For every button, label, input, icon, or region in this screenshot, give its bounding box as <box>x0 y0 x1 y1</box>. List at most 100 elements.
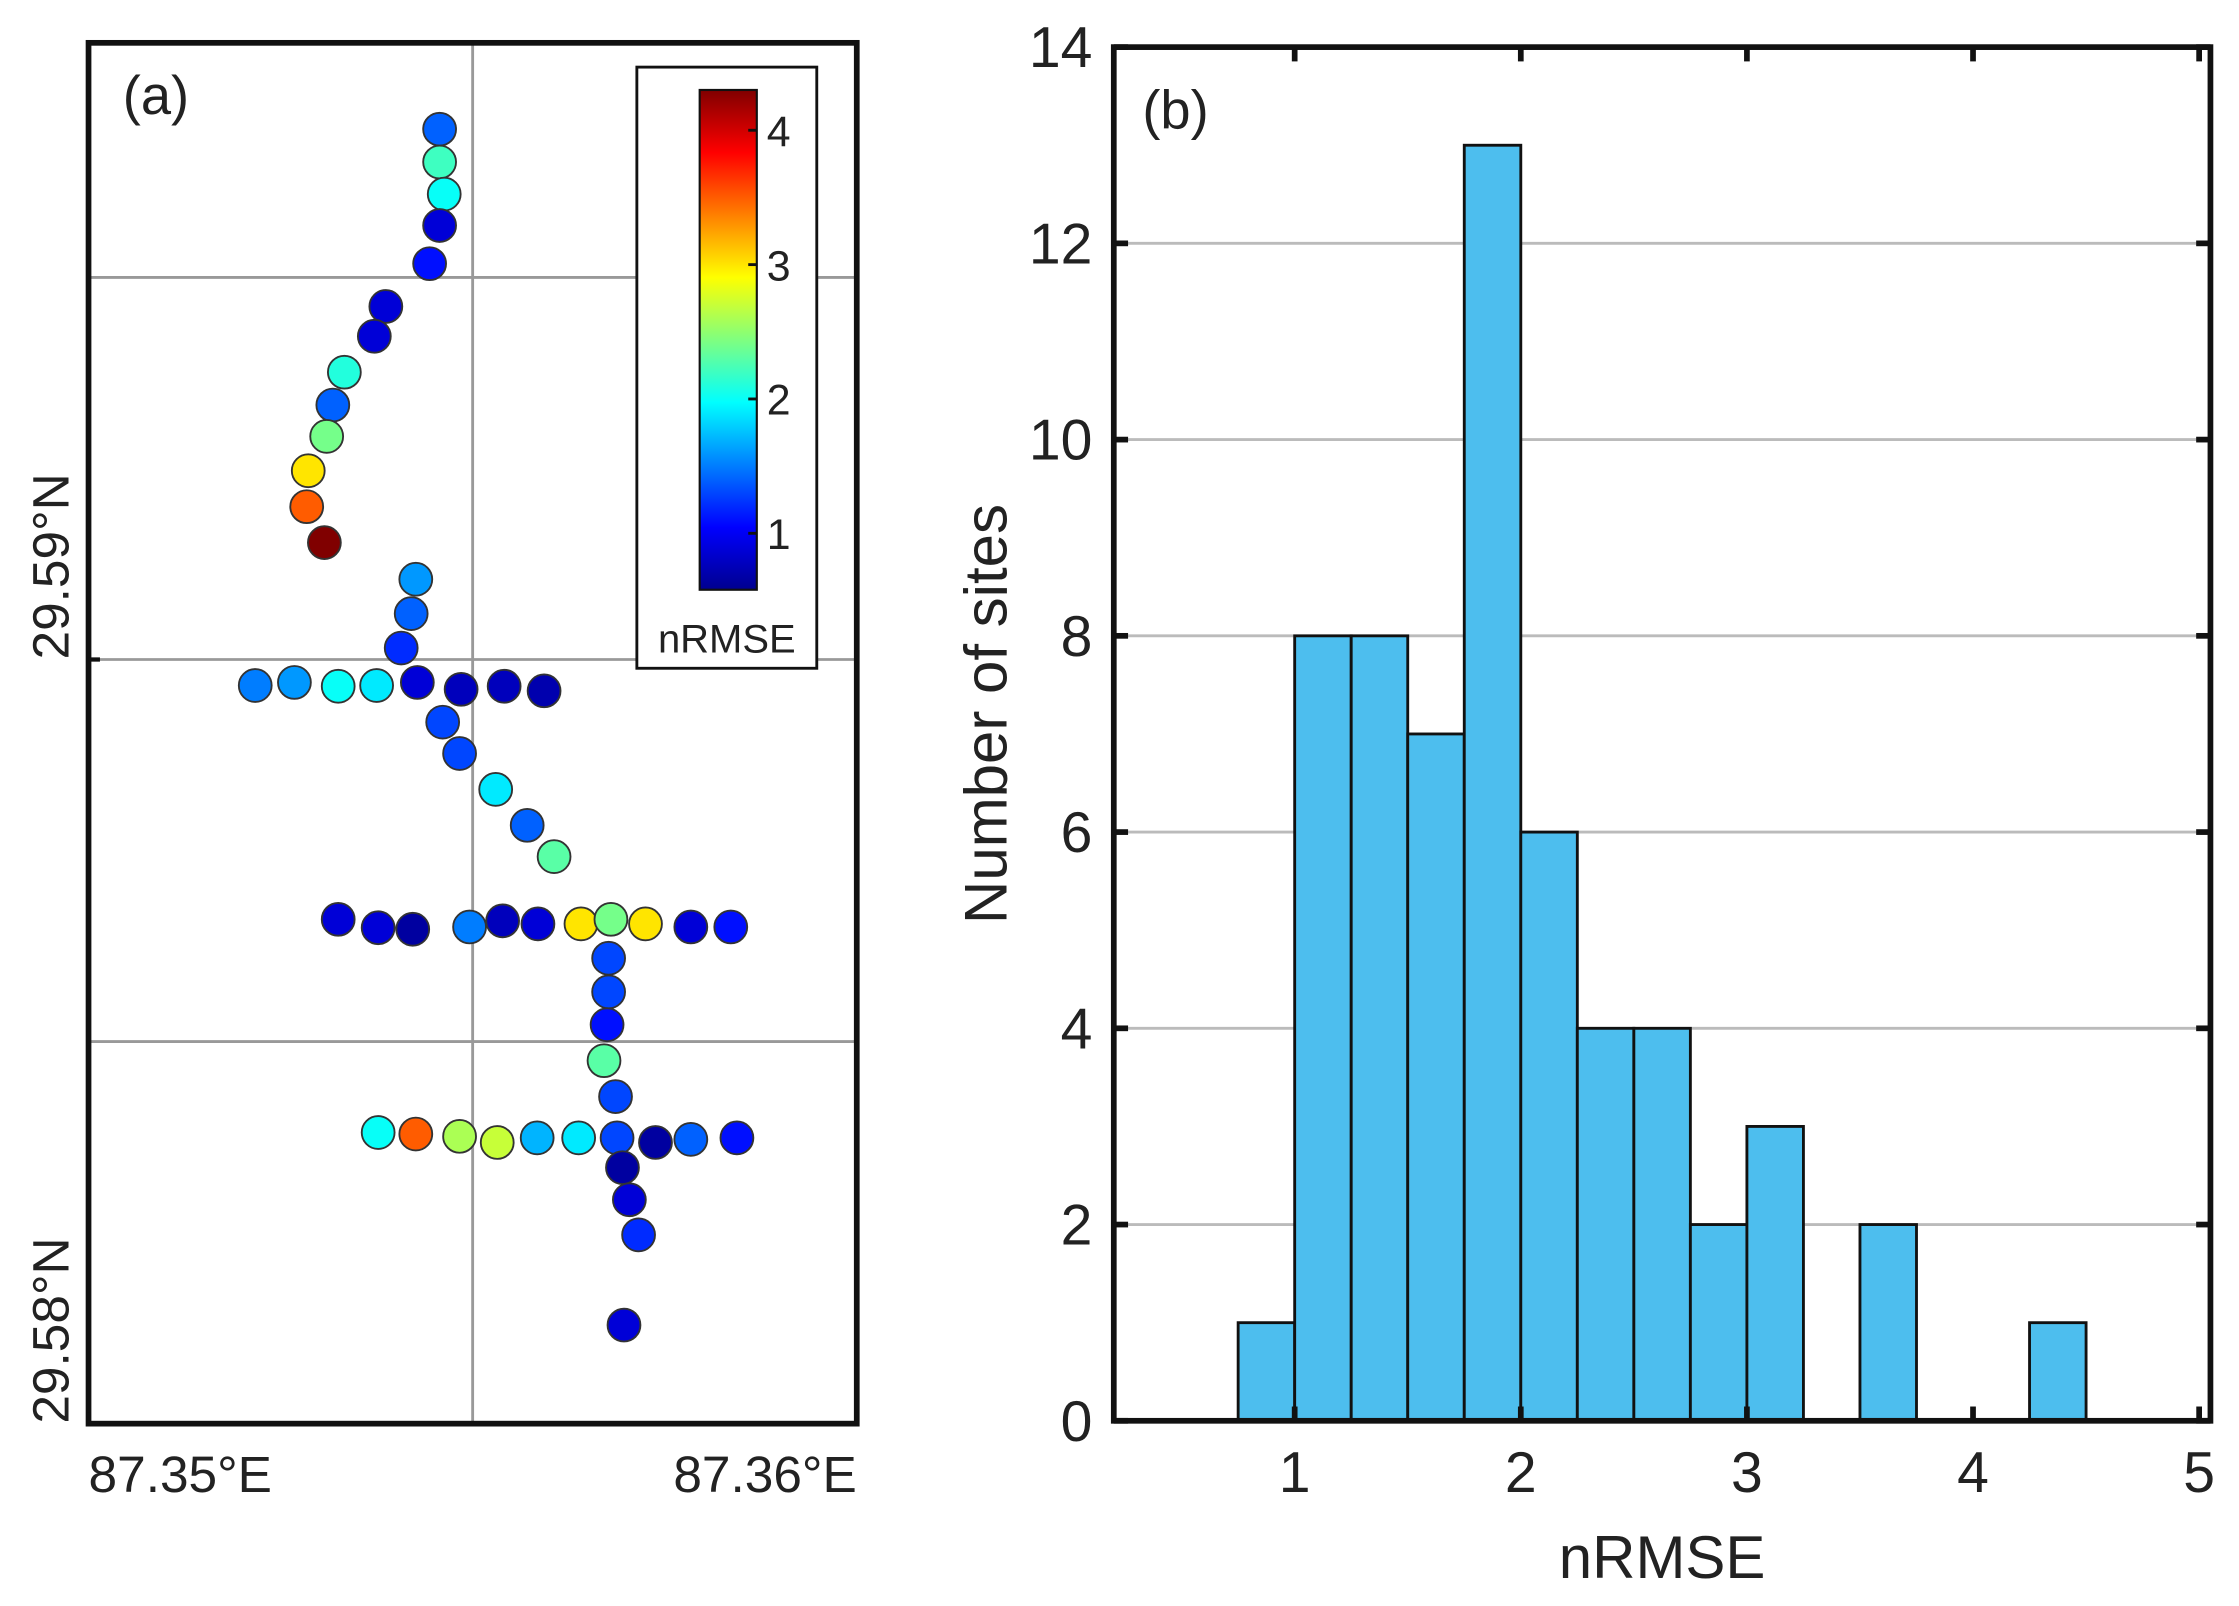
site-point <box>563 906 599 942</box>
site-point <box>442 1118 477 1154</box>
y-tick-label: 8 <box>1061 605 1093 669</box>
axes-frame <box>1110 44 2214 1424</box>
site-point <box>485 903 520 939</box>
site-point <box>315 387 351 423</box>
site-point <box>359 668 394 703</box>
site-point <box>509 807 545 843</box>
histogram-bar <box>1462 143 1523 1423</box>
y-tick-label: 0 <box>1061 1390 1093 1454</box>
x-tick-label: 5 <box>2183 1441 2215 1505</box>
site-point <box>526 673 562 709</box>
x-tick-label: 87.35°E <box>89 1445 272 1503</box>
site-point <box>320 668 356 704</box>
histogram-bar <box>1236 1321 1297 1423</box>
site-point <box>327 354 362 390</box>
site-point <box>395 911 431 947</box>
site-point <box>452 909 487 945</box>
histogram-bar <box>1858 1223 1918 1423</box>
site-point <box>398 561 434 597</box>
site-point <box>422 144 457 180</box>
site-point <box>591 940 626 976</box>
x-tick-label: 3 <box>1731 1441 1763 1505</box>
x-axis-label: nRMSE <box>1559 1524 1766 1591</box>
site-point <box>442 736 477 771</box>
site-point <box>478 772 514 807</box>
y-axis-label: Number of sites <box>953 504 1020 924</box>
x-tick-label: 2 <box>1505 1441 1537 1505</box>
site-point <box>719 1120 755 1156</box>
site-point <box>277 665 312 700</box>
site-point <box>398 1116 434 1152</box>
site-point <box>605 1150 640 1186</box>
site-point <box>638 1125 673 1160</box>
site-point <box>426 176 462 212</box>
site-point <box>393 596 429 632</box>
y-tick-label: 10 <box>1029 409 1093 473</box>
histogram-bar <box>1293 634 1353 1423</box>
site-point <box>586 1043 622 1079</box>
site-point <box>713 909 749 945</box>
site-point <box>673 1122 709 1157</box>
site-point <box>360 1115 396 1150</box>
site-point <box>422 111 457 147</box>
colorbar-tick-label: 4 <box>767 108 791 156</box>
colorbar-label: nRMSE <box>658 618 796 662</box>
colorbar <box>698 88 758 591</box>
site-point <box>479 1125 515 1160</box>
site-point <box>561 1120 597 1156</box>
site-point <box>356 318 392 354</box>
colorbar-tick-label: 3 <box>767 242 791 290</box>
y-tick-label: 4 <box>1061 997 1093 1061</box>
site-point <box>598 1079 633 1114</box>
site-point <box>289 489 325 525</box>
histogram-bar <box>1632 1026 1692 1423</box>
x-tick-label: 1 <box>1279 1441 1311 1505</box>
site-point <box>425 704 461 740</box>
y-tick-label: 6 <box>1061 801 1093 865</box>
axes-frame <box>85 39 860 1427</box>
site-point <box>320 901 356 937</box>
site-point <box>520 906 556 942</box>
y-tick-label: 29.59°N <box>22 473 80 659</box>
site-point <box>368 289 404 324</box>
panel-label: (a) <box>123 66 189 126</box>
site-point <box>307 525 342 560</box>
site-point <box>621 1217 656 1253</box>
site-point <box>589 1007 625 1043</box>
site-point <box>519 1120 555 1156</box>
site-point <box>593 901 629 937</box>
colorbar-tick-label: 1 <box>767 511 791 559</box>
site-point <box>422 208 457 243</box>
histogram-bar <box>1745 1125 1805 1423</box>
site-point <box>486 668 522 704</box>
site-point <box>309 419 345 454</box>
colorbar-tick-label: 2 <box>767 377 791 425</box>
site-point <box>399 665 435 700</box>
site-point <box>612 1182 647 1218</box>
site-point <box>606 1307 642 1343</box>
histogram-bar <box>2028 1321 2088 1423</box>
histogram-bar <box>1575 1026 1636 1423</box>
site-point <box>673 909 709 945</box>
site-point <box>237 668 273 703</box>
site-point <box>290 453 326 489</box>
x-tick-label: 4 <box>1957 1441 1989 1505</box>
x-tick-label: 87.36°E <box>673 1445 856 1503</box>
histogram-bar <box>1519 830 1579 1423</box>
site-point <box>412 246 447 282</box>
site-point <box>599 1120 635 1156</box>
y-tick-label: 29.58°N <box>22 1237 80 1423</box>
site-point <box>360 910 396 946</box>
histogram-bar <box>1406 732 1466 1423</box>
site-point <box>536 839 572 875</box>
y-tick-label: 14 <box>1029 16 1093 80</box>
site-point <box>628 906 663 942</box>
site-point <box>443 671 479 707</box>
y-tick-label: 12 <box>1029 212 1093 276</box>
site-point <box>383 630 419 666</box>
histogram-bar <box>1688 1223 1749 1423</box>
histogram-bar <box>1349 634 1410 1423</box>
panel-label: (b) <box>1142 81 1208 141</box>
